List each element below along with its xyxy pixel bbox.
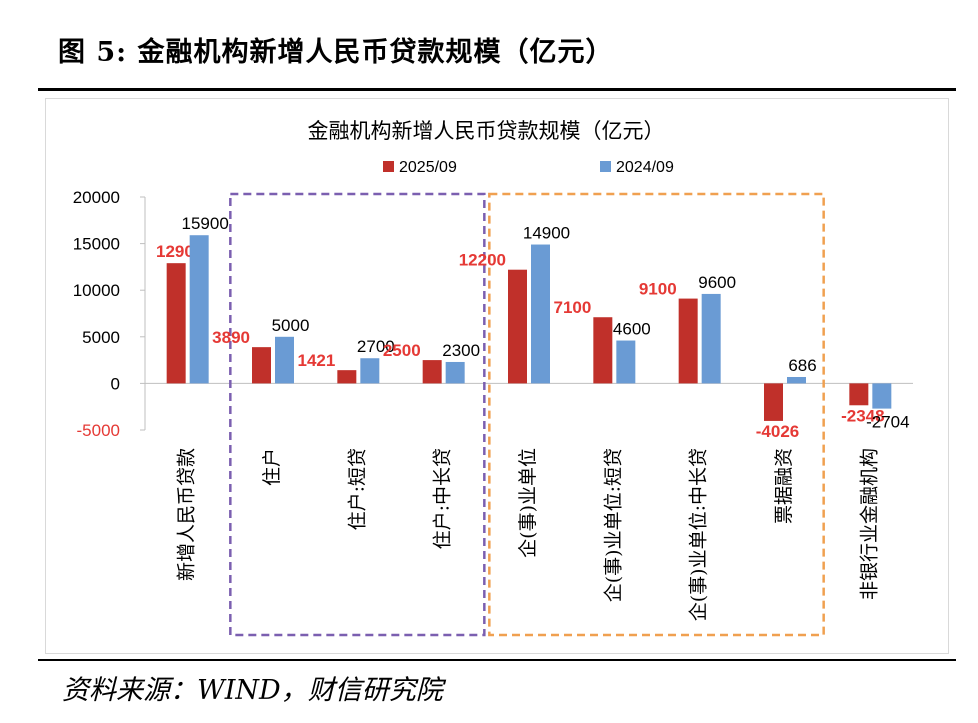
bar-2024: [616, 340, 636, 384]
data-label-2025: -4026: [756, 422, 799, 441]
bottom-rule: [38, 659, 956, 661]
chart-panel: [45, 98, 949, 654]
category-label: 票据融资: [773, 448, 795, 524]
bar-2025: [252, 347, 271, 384]
data-label-2025: 3890: [212, 328, 250, 347]
data-label-2024: 2300: [442, 341, 480, 360]
y-tick-label: -5000: [77, 421, 120, 440]
bar-2024: [701, 293, 721, 384]
bar-2025: [508, 269, 527, 384]
data-label-2024: 4600: [613, 320, 651, 339]
data-label-2024: 5000: [272, 316, 310, 335]
bar-2025: [422, 360, 442, 384]
data-label-2025: 1421: [298, 351, 336, 370]
data-label-2024: 14900: [523, 224, 570, 243]
data-label-2025: 9100: [639, 280, 677, 299]
bar-2025: [337, 370, 357, 384]
data-label-2025: -2348: [841, 406, 884, 425]
chart-title: 金融机构新增人民币贷款规模（亿元）: [308, 120, 665, 143]
source-note: 资料来源：WIND，财信研究院: [62, 675, 443, 706]
category-label: 住户: [261, 448, 283, 486]
data-label-2024: 686: [788, 356, 816, 375]
enterprise-group-box: [488, 192, 825, 637]
figure-title: 图 5: 金融机构新增人民币贷款规模（亿元）: [58, 37, 614, 68]
bar-2024: [189, 235, 209, 384]
bar-2025: [764, 383, 783, 421]
category-label: 企(事)业单位: [517, 448, 539, 558]
bar-2024: [872, 383, 892, 409]
bar-2024: [531, 244, 550, 384]
legend-label: 2025/09: [399, 159, 457, 176]
household-group-box: [229, 192, 486, 637]
legend-swatch: [383, 161, 394, 172]
data-label-2024: -2704: [866, 413, 909, 432]
y-tick-label: 5000: [82, 328, 120, 347]
data-label-2024: 2700: [357, 337, 395, 356]
data-label-2025: 7100: [554, 298, 592, 317]
category-label: 新增人民币贷款: [176, 448, 198, 581]
bar-2024: [787, 377, 806, 384]
data-label-2025: 2500: [383, 341, 421, 360]
y-tick-label: 0: [111, 374, 120, 393]
y-tick-label: 10000: [73, 281, 120, 300]
category-label: 企(事)业单位:中长贷: [688, 448, 710, 621]
category-label: 住户:短贷: [346, 448, 368, 530]
y-tick-label: 20000: [73, 188, 120, 207]
data-label-2025: 12200: [459, 251, 506, 270]
bar-2025: [166, 263, 186, 384]
category-label: 非银行业金融机构: [858, 448, 880, 600]
bar-2024: [275, 336, 294, 384]
bar-2025: [593, 317, 613, 384]
category-label: 企(事)业单位:短贷: [602, 448, 624, 602]
category-label: 住户:中长贷: [432, 448, 454, 549]
legend-label: 2024/09: [616, 159, 674, 176]
bar-2025: [678, 298, 698, 384]
data-label-2024: 9600: [698, 273, 736, 292]
bar-2024: [360, 358, 380, 384]
y-tick-label: 15000: [73, 235, 120, 254]
top-rule: [38, 88, 956, 91]
bar-2025: [849, 383, 869, 406]
data-label-2024: 15900: [182, 214, 229, 233]
legend-swatch: [600, 161, 611, 172]
bar-2024: [445, 361, 465, 384]
